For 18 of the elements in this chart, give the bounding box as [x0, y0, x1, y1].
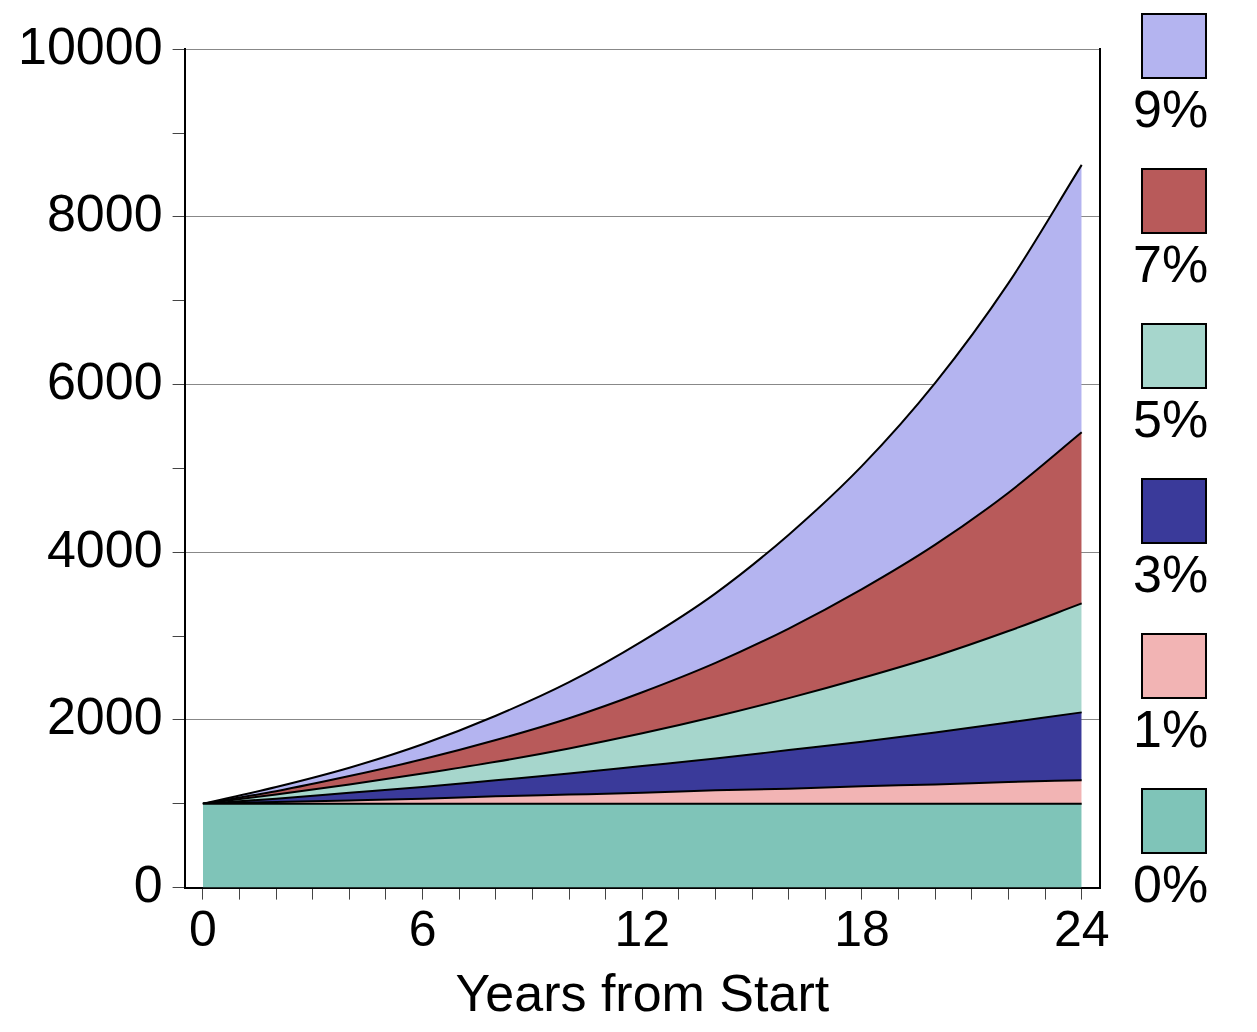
x-tick-label: 18 [834, 901, 890, 958]
y-tick-label: 8000 [46, 184, 163, 243]
y-tick-label: 6000 [46, 351, 163, 410]
x-tick-label: 12 [614, 901, 671, 958]
y-tick-label: 2000 [46, 687, 163, 746]
legend-label: 7% [1133, 234, 1210, 294]
legend-label: 9% [1133, 79, 1210, 139]
y-tick-label: 0 [133, 854, 163, 913]
legend-label: 0% [1133, 854, 1210, 914]
legend-label: 3% [1133, 544, 1210, 604]
y-tick-label: 10000 [17, 16, 163, 75]
x-tick-label: 0 [189, 901, 217, 958]
legend-label: 5% [1133, 389, 1210, 449]
x-tick-label: 24 [1053, 901, 1110, 958]
legend-label: 1% [1133, 699, 1210, 759]
x-tick-label: 6 [408, 901, 437, 958]
y-tick-label: 4000 [46, 519, 163, 578]
x-axis-title: Years from Start [455, 964, 830, 1023]
